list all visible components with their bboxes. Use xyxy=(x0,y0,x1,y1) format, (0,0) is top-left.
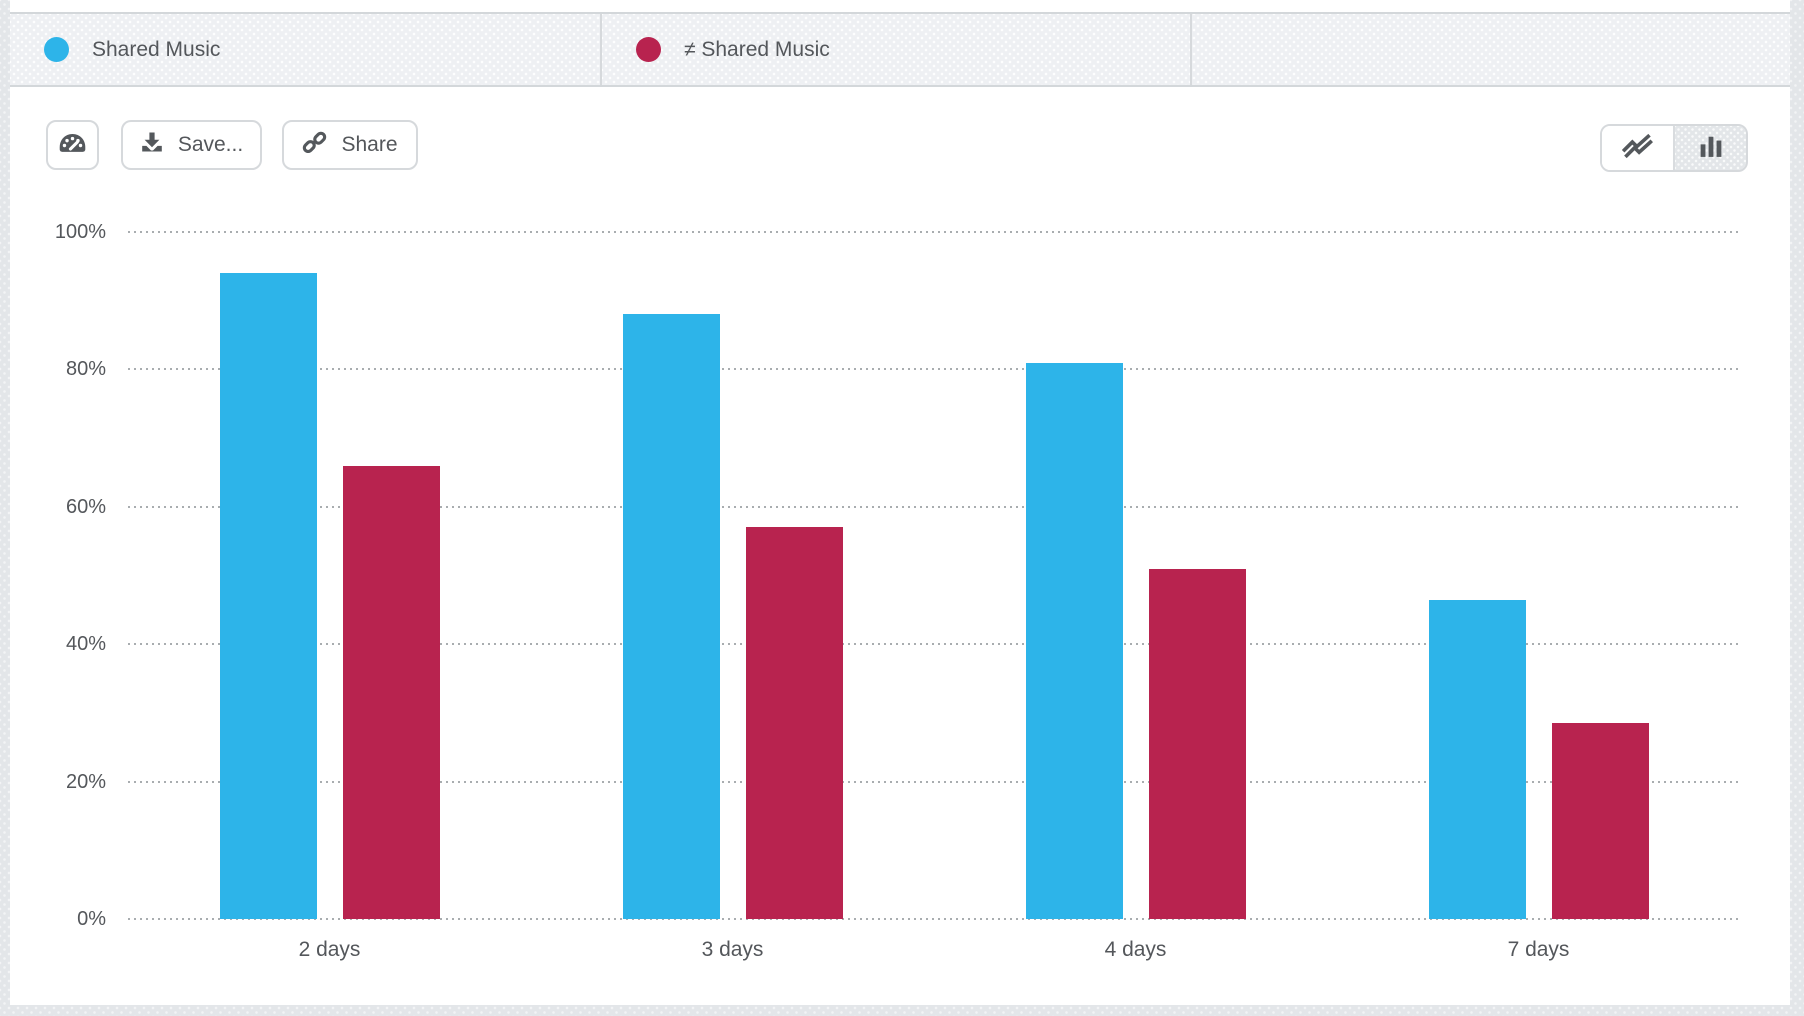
legend-bar: Shared Music ≠ Shared Music xyxy=(10,12,1790,87)
x-axis-label-2-days: 2 days xyxy=(298,938,361,961)
chart-type-toggle xyxy=(1600,124,1748,172)
bar-chart-icon xyxy=(1699,134,1723,163)
legend-label: Shared Music xyxy=(92,37,221,61)
y-axis-tick-60pct: 60% xyxy=(65,495,106,518)
share-button-label: Share xyxy=(341,133,398,156)
share-button[interactable]: Share xyxy=(282,120,418,170)
x-axis-label-7-days: 7 days xyxy=(1507,938,1570,961)
line-chart-icon xyxy=(1621,133,1654,164)
legend-item-not-shared-music[interactable]: ≠ Shared Music xyxy=(602,14,1192,85)
series-color-dot-red xyxy=(636,37,661,62)
bar-chart: 0% 20% 40% 60% 80% 100% 2 days 3 days 4 days 7 da… xyxy=(10,0,1790,1005)
gridline-60pct xyxy=(128,505,1740,508)
bar-shared-music-4-days[interactable] xyxy=(1025,362,1123,919)
line-chart-toggle-button[interactable] xyxy=(1602,126,1675,170)
download-icon xyxy=(140,130,164,160)
chart-card: Shared Music ≠ Shared Music xyxy=(10,0,1790,1005)
gridline-20pct xyxy=(128,780,1740,783)
y-axis-tick-100pct: 100% xyxy=(54,221,106,243)
save-button[interactable]: Save... xyxy=(121,120,262,170)
gridline-0pct xyxy=(128,918,1740,920)
series-color-dot-blue xyxy=(44,37,69,62)
bar-not-shared-music-7-days[interactable] xyxy=(1551,723,1649,919)
link-icon xyxy=(302,130,327,161)
gauge-icon xyxy=(58,131,87,160)
x-axis-label-4-days: 4 days xyxy=(1104,938,1167,961)
y-axis-tick-40pct: 40% xyxy=(65,633,106,656)
gridline-40pct xyxy=(128,643,1740,646)
bar-not-shared-music-2-days[interactable] xyxy=(342,465,440,919)
bar-not-shared-music-3-days[interactable] xyxy=(745,527,843,919)
gridline-100pct xyxy=(128,231,1740,233)
bar-shared-music-7-days[interactable] xyxy=(1428,599,1526,919)
bar-shared-music-3-days[interactable] xyxy=(622,314,720,919)
legend-item-shared-music[interactable]: Shared Music xyxy=(10,14,602,85)
y-axis-tick-80pct: 80% xyxy=(65,358,106,381)
y-axis-tick-0pct: 0% xyxy=(77,908,106,930)
legend-label: ≠ Shared Music xyxy=(684,37,830,61)
gridline-80pct xyxy=(128,368,1740,371)
x-axis-label-3-days: 3 days xyxy=(701,938,764,961)
bar-not-shared-music-4-days[interactable] xyxy=(1148,568,1246,919)
gauge-button[interactable] xyxy=(46,120,99,170)
bar-shared-music-2-days[interactable] xyxy=(219,273,317,919)
y-axis-tick-20pct: 20% xyxy=(65,770,106,793)
save-button-label: Save... xyxy=(177,133,244,156)
bar-chart-toggle-button[interactable] xyxy=(1675,126,1746,170)
